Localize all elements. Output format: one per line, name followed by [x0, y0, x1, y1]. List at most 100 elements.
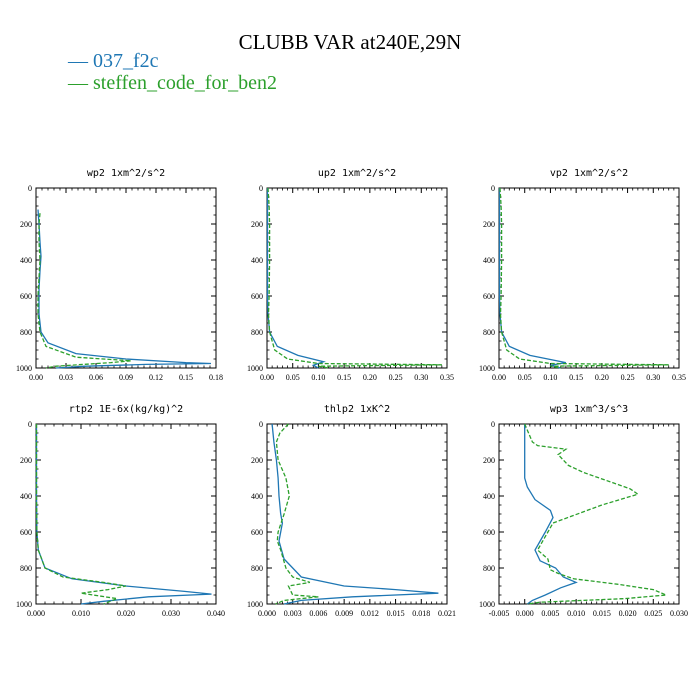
y-tick-label-4-0: 0 — [259, 420, 263, 429]
legend-dash-037-f2c: — — [68, 50, 93, 72]
y-tick-label-0-1: 200 — [20, 220, 32, 229]
x-tick-label-4-2: 0.006 — [309, 609, 327, 618]
series-line-1-1 — [267, 187, 442, 369]
series-line-0-0 — [37, 209, 212, 369]
x-tick-label-3-3: 0.030 — [162, 609, 180, 618]
y-tick-label-3-2: 400 — [20, 492, 32, 501]
y-tick-label-3-4: 800 — [20, 564, 32, 573]
x-tick-label-1-3: 0.15 — [337, 373, 351, 382]
x-tick-label-4-7: 0.021 — [438, 609, 456, 618]
y-tick-label-4-1: 200 — [251, 456, 263, 465]
x-tick-label-5-2: 0.005 — [541, 609, 559, 618]
series-line-4-1 — [275, 423, 319, 605]
x-tick-label-5-4: 0.015 — [593, 609, 611, 618]
x-tick-label-4-3: 0.009 — [335, 609, 353, 618]
x-tick-label-4-1: 0.003 — [284, 609, 302, 618]
x-tick-label-5-3: 0.010 — [567, 609, 585, 618]
x-tick-label-1-5: 0.25 — [389, 373, 403, 382]
x-tick-label-2-4: 0.20 — [595, 373, 609, 382]
y-tick-label-0-5: 1000 — [16, 364, 32, 373]
y-tick-label-5-1: 200 — [483, 456, 495, 465]
x-tick-label-2-6: 0.30 — [646, 373, 660, 382]
y-tick-label-2-1: 200 — [483, 220, 495, 229]
y-tick-label-0-2: 400 — [20, 256, 32, 265]
x-tick-label-0-4: 0.12 — [149, 373, 163, 382]
x-tick-label-5-1: 0.000 — [516, 609, 534, 618]
x-tick-label-0-3: 0.09 — [119, 373, 133, 382]
series-line-0-1 — [37, 213, 132, 369]
series-line-5-0 — [524, 424, 578, 605]
x-tick-label-5-6: 0.025 — [644, 609, 662, 618]
legend-entry-steffen: — steffen_code_for_ben2 — [68, 72, 277, 94]
x-tick-label-3-4: 0.040 — [207, 609, 225, 618]
panel-title-5: wp3 1xm^3/s^3 — [550, 404, 628, 415]
y-tick-label-2-2: 400 — [483, 256, 495, 265]
x-tick-label-1-2: 0.10 — [311, 373, 325, 382]
series-line-1-0 — [266, 188, 326, 369]
y-tick-label-4-5: 1000 — [247, 600, 263, 609]
y-tick-label-1-4: 800 — [251, 328, 263, 337]
y-tick-label-4-2: 400 — [251, 492, 263, 501]
legend-dash-steffen: — — [68, 72, 93, 94]
y-tick-label-5-0: 0 — [491, 420, 495, 429]
x-tick-label-0-1: 0.03 — [59, 373, 73, 382]
x-tick-label-1-0: 0.00 — [260, 373, 274, 382]
x-tick-label-5-5: 0.020 — [619, 609, 637, 618]
panel-title-2: vp2 1xm^2/s^2 — [550, 168, 628, 179]
x-tick-label-4-4: 0.012 — [361, 609, 379, 618]
series-line-2-1 — [499, 187, 669, 369]
y-tick-label-3-5: 1000 — [16, 600, 32, 609]
x-tick-label-1-1: 0.05 — [286, 373, 300, 382]
panel-title-0: wp2 1xm^2/s^2 — [87, 168, 165, 179]
x-tick-label-0-6: 0.18 — [209, 373, 223, 382]
y-tick-label-2-4: 800 — [483, 328, 495, 337]
x-tick-label-2-5: 0.25 — [621, 373, 635, 382]
legend-entry-037-f2c: — 037_f2c — [68, 50, 277, 72]
panel-frame-0 — [35, 187, 217, 369]
y-tick-label-5-3: 600 — [483, 528, 495, 537]
y-tick-label-2-5: 1000 — [479, 364, 495, 373]
x-tick-label-0-2: 0.06 — [89, 373, 103, 382]
x-tick-label-2-3: 0.15 — [569, 373, 583, 382]
panel-title-1: up2 1xm^2/s^2 — [318, 168, 396, 179]
y-tick-label-4-3: 600 — [251, 528, 263, 537]
legend-label-steffen: steffen_code_for_ben2 — [93, 72, 278, 94]
y-tick-label-0-3: 600 — [20, 292, 32, 301]
x-tick-label-1-7: 0.35 — [440, 373, 454, 382]
figure-title: CLUBB VAR at240E,29N — [238, 30, 462, 54]
x-tick-label-5-0: -0.005 — [489, 609, 510, 618]
x-tick-label-2-1: 0.05 — [518, 373, 532, 382]
y-tick-label-3-1: 200 — [20, 456, 32, 465]
x-tick-label-0-5: 0.15 — [179, 373, 193, 382]
series-line-4-0 — [271, 423, 439, 605]
x-tick-label-2-0: 0.00 — [492, 373, 506, 382]
y-tick-label-1-1: 200 — [251, 220, 263, 229]
panel-frame-2 — [498, 187, 680, 369]
legend-label-037-f2c: 037_f2c — [93, 50, 159, 72]
x-tick-label-4-6: 0.018 — [412, 609, 430, 618]
y-tick-label-1-2: 400 — [251, 256, 263, 265]
panel-title-3: rtp2 1E-6x(kg/kg)^2 — [69, 404, 183, 415]
series-line-5-1 — [524, 423, 667, 605]
y-tick-label-1-5: 1000 — [247, 364, 263, 373]
x-tick-label-3-0: 0.000 — [27, 609, 45, 618]
y-tick-label-2-0: 0 — [491, 184, 495, 193]
x-tick-label-4-5: 0.015 — [387, 609, 405, 618]
y-tick-label-5-2: 400 — [483, 492, 495, 501]
x-tick-label-2-7: 0.35 — [672, 373, 686, 382]
y-tick-label-1-3: 600 — [251, 292, 263, 301]
x-tick-label-5-7: 0.030 — [670, 609, 688, 618]
y-tick-label-1-0: 0 — [259, 184, 263, 193]
x-tick-label-0-0: 0.00 — [29, 373, 43, 382]
y-tick-label-3-0: 0 — [28, 420, 32, 429]
series-line-3-1 — [35, 424, 127, 605]
x-tick-label-1-4: 0.20 — [363, 373, 377, 382]
x-tick-label-2-2: 0.10 — [543, 373, 557, 382]
y-tick-label-5-4: 800 — [483, 564, 495, 573]
y-tick-label-0-0: 0 — [28, 184, 32, 193]
x-tick-label-4-0: 0.000 — [258, 609, 276, 618]
y-tick-label-5-5: 1000 — [479, 600, 495, 609]
y-tick-label-3-3: 600 — [20, 528, 32, 537]
panel-frame-5 — [498, 423, 680, 605]
